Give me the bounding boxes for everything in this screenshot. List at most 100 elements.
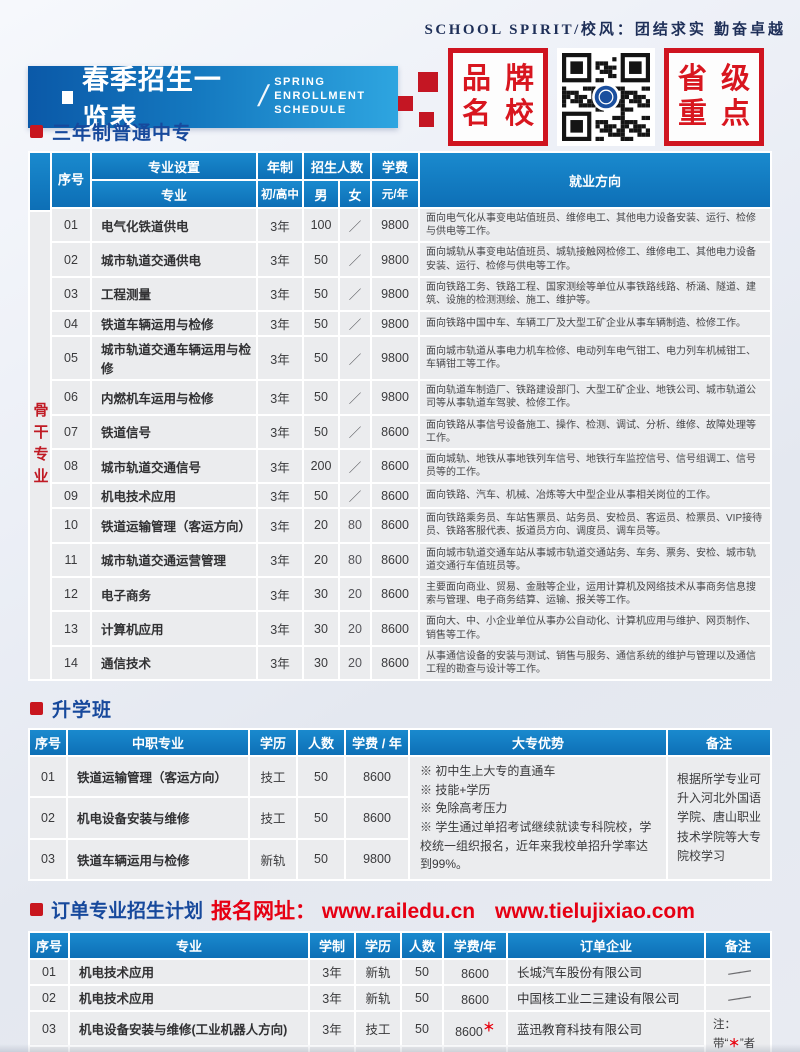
cell-no: 04 [30, 1047, 68, 1052]
cell-jobs: 面向铁路乘务员、车站售票员、站务员、安检员、客运员、检票员、VIP接待员、铁路客… [420, 509, 770, 542]
cell-jobs: 面向大、中、小企业单位从事办公自动化、计算机应用与维护、网页制作、销售等工作。 [420, 612, 770, 645]
col-degree: 学历 [250, 730, 296, 756]
table-row: 02 城市轨道交通供电 3年 50 ／ 9800 面向城轨从事变电站值班员、城轨… [52, 243, 770, 276]
cell-no: 09 [52, 484, 90, 508]
cell-female: 20 [340, 646, 371, 680]
promotion-class-table: 序号 中职专业 学历 人数 学费 / 年 大专优势 备注 01 铁道运输管理（客… [28, 728, 772, 881]
cell-jobs: 面向铁路工务、铁路工程、国家测绘等单位从事铁路线路、桥涵、隧道、建筑、设施的检测… [420, 277, 770, 311]
cell-count: 50 [402, 985, 442, 1010]
cell-years: 3年 [310, 1011, 354, 1046]
cell-jobs: 面向铁路、汽车、机械、冶炼等大中型企业从事相关岗位的工作。 [420, 484, 770, 508]
cell-fee: 8600 [444, 985, 506, 1010]
col-no: 序号 [30, 730, 66, 756]
table-row: 07 铁道信号 3年 50 ／ 8600 面向铁路从事信号设备施工、操作、检测、… [52, 415, 770, 448]
cell-fee: 8600 [372, 612, 419, 645]
table2-header: 序号 中职专业 学历 人数 学费 / 年 大专优势 备注 [30, 730, 770, 756]
school-motto-zh: 校风：团结求实 勤奋卓越 [580, 21, 786, 38]
cell-major: 工程测量 [92, 277, 256, 311]
cell-jobs: 面向铁路中国中车、车辆工厂及大型工矿企业从事车辆制造、检修工作。 [420, 312, 770, 336]
cell-degree: 技工 [250, 757, 296, 797]
cell-male: 30 [304, 578, 338, 611]
cell-jobs: 面向城市轨道交通车站从事城市轨道交通站务、车务、票务、安检、城市轨道交通行车值班… [420, 543, 770, 576]
table-row: 01 机电技术应用 3年 新轨 50 8600 长城汽车股份有限公司 —— [30, 959, 770, 984]
cell-fee: 8600 [372, 484, 419, 508]
col-advantage: 大专优势 [410, 730, 666, 756]
table-row: 10 铁道运输管理（客运方向） 3年 20 80 8600 面向铁路乘务员、车站… [52, 509, 770, 542]
cell-degree: 新轨 [250, 839, 296, 879]
cell-degree: 新轨 [356, 1047, 400, 1052]
cell-years: 3年 [258, 509, 302, 542]
cell-female: ／ [340, 243, 371, 276]
cell-years: 3年 [258, 277, 302, 311]
cell-count: 50 [298, 757, 344, 797]
cell-count: 50 [402, 959, 442, 984]
banner-title: 春季招生一览表 [81, 65, 222, 134]
col-female: 女 [340, 181, 371, 207]
table-row: 01 铁道运输管理（客运方向） 技工 50 8600 ※ 初中生上大专的直通车 … [30, 757, 770, 879]
cell-degree: 新轨 [356, 959, 400, 984]
strip-header [30, 153, 50, 210]
dash-mark: —— [726, 963, 750, 981]
slash-icon: / [255, 80, 271, 113]
cell-years: 3年 [258, 578, 302, 611]
table3-header: 序号 专业 学制 学历 人数 学费/年 订单企业 备注 [30, 932, 770, 958]
col-setup: 专业设置 [92, 153, 256, 179]
cell-count: 50 [402, 1047, 442, 1052]
col-major: 专业 [70, 932, 308, 958]
cell-major: 城市轨道交通供电 [92, 243, 256, 276]
advantages-cell: ※ 初中生上大专的直通车 ※ 技能+学历 ※ 免除高考压力 ※ 学生通过单招考试… [410, 757, 666, 879]
cell-fee: 9800＊ [444, 1047, 506, 1052]
col-remark: 备注 [668, 730, 770, 756]
cell-years: 3年 [258, 484, 302, 508]
cell-major: 机电技术应用 [70, 985, 308, 1010]
cell-years: 3年 [258, 612, 302, 645]
cell-degree: 新轨 [356, 985, 400, 1010]
table1-header: 序号 专业设置 年制 招生人数 学费 就业方向 专业 初/高中 男 女 元/年 [52, 153, 770, 207]
cell-major: 铁道车辆运用与检修 [92, 312, 256, 336]
col-fee: 学费 / 年 [346, 730, 408, 756]
regular-secondary-table: 骨干专业 序号 专业设置 年制 招生人数 学费 就业方向 专业 初/高中 [28, 151, 772, 682]
cell-male: 50 [304, 277, 338, 311]
cell-fee: 8600 [372, 646, 419, 680]
cell-no: 10 [52, 509, 90, 542]
cell-jobs: 面向城市轨道从事电力机车检修、电动列车电气钳工、电力列车机械钳工、车辆钳工等工作… [420, 337, 770, 380]
table-row: 03 铁道车辆运用与检修 新轨 50 9800 [30, 839, 770, 879]
fee-star: ＊ [482, 1019, 495, 1034]
school-motto-en: SCHOOL SPIRIT [424, 22, 575, 38]
col-jobs: 就业方向 [420, 153, 770, 207]
table-row: 04 铁道车辆运用与检修 3年 50 ／ 9800 面向铁路中国中车、车辆工厂及… [52, 312, 770, 336]
cell-no: 06 [52, 381, 90, 414]
section1-title: 三年制普通中专 [30, 118, 772, 145]
cell-major: 城市轨道交通运营管理 [92, 543, 256, 576]
section3-title: 订单专业招生计划 [51, 901, 204, 923]
note-star: ＊ [728, 1037, 740, 1050]
checker-decor-icon [396, 72, 438, 128]
table-row: 11 城市轨道交通运营管理 3年 20 80 8600 面向城市轨道交通车站从事… [52, 543, 770, 576]
cell-years: 3年 [258, 543, 302, 576]
url-tielujixiao: www.tielujixiao.com [494, 899, 695, 923]
col-fee: 学费/年 [444, 932, 506, 958]
cell-count: 50 [298, 798, 344, 838]
banner-bullet-icon [62, 90, 73, 104]
red-bullet-icon [30, 702, 43, 716]
cell-no: 04 [52, 312, 90, 336]
signup-urls: 报名网址： www.railedu.cn www.tielujixiao.com [211, 895, 709, 925]
cell-count: 50 [402, 1011, 442, 1046]
section2-title: 升学班 [30, 695, 772, 722]
provincial-key-stamp: 省级 重点 [664, 48, 764, 146]
cell-no: 11 [52, 543, 90, 576]
cell-no: 07 [52, 415, 90, 448]
dash-mark: —— [726, 989, 750, 1007]
cell-male: 100 [304, 209, 338, 242]
cell-major: 计算机应用 [92, 612, 256, 645]
cell-no: 02 [52, 243, 90, 276]
cell-female: ／ [340, 484, 371, 508]
cell-remark: —— [706, 959, 770, 984]
cell-male: 30 [304, 646, 338, 680]
cell-major: 铁道车辆运用与检修 [68, 839, 248, 879]
cell-years: 3年 [258, 337, 302, 380]
col-major: 中职专业 [68, 730, 248, 756]
col-degree: 学历 [356, 932, 400, 958]
cell-female: 80 [340, 543, 371, 576]
cell-major: 机电设备安装与维修(工业机器人方向) [70, 1011, 308, 1046]
